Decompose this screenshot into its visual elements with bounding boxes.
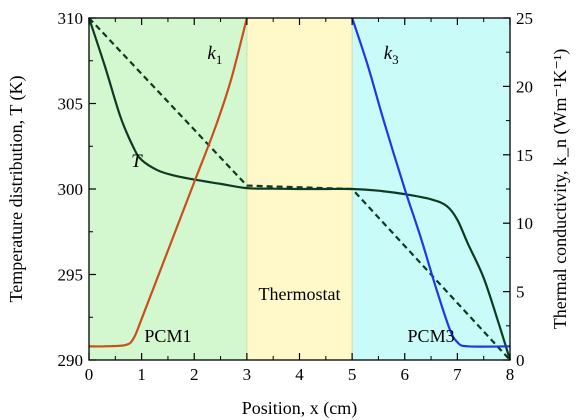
y-right-tick-label: 25 bbox=[516, 9, 533, 28]
x-tick-label: 4 bbox=[295, 365, 304, 384]
text-labels: 0 1 2 3 4 5 6 7 8 290 295 300 305 310 0 5 10 15 20 25 PCM1 Th… bbox=[6, 9, 571, 419]
y-left-tick-label: 300 bbox=[58, 180, 84, 199]
region-label-thermostat: Thermostat bbox=[259, 284, 341, 304]
y-left-tick-label: 310 bbox=[58, 9, 84, 28]
y-left-tick-label: 305 bbox=[58, 95, 84, 114]
y-right-tick-label: 20 bbox=[516, 77, 533, 96]
y-right-tick-label: 5 bbox=[516, 283, 525, 302]
region-pcm1 bbox=[89, 18, 247, 360]
tick-marks bbox=[88, 17, 511, 361]
series-k1 bbox=[88, 17, 248, 348]
y-left-tick-label: 295 bbox=[58, 266, 84, 285]
y-right-axis-label: Thermal conductivity, k_n (Wm⁻¹K⁻¹) bbox=[550, 49, 571, 330]
x-tick-label: 6 bbox=[401, 365, 410, 384]
y-left-axis-label: Temperature distribution, T (K) bbox=[6, 75, 27, 302]
y-right-tick-label: 15 bbox=[516, 146, 533, 165]
x-tick-label: 0 bbox=[85, 365, 94, 384]
x-tick-label: 3 bbox=[243, 365, 252, 384]
curve-label-t: T bbox=[131, 151, 143, 172]
x-tick-label: 8 bbox=[506, 365, 515, 384]
series-t bbox=[87, 17, 512, 361]
x-tick-label: 5 bbox=[348, 365, 357, 384]
x-axis-label: Position, x (cm) bbox=[242, 398, 358, 419]
x-tick-label: 2 bbox=[190, 365, 199, 384]
y-left-tick-label: 290 bbox=[58, 351, 84, 370]
series-lines bbox=[87, 17, 512, 361]
region-label-pcm1: PCM1 bbox=[144, 326, 191, 346]
x-tick-label: 7 bbox=[453, 365, 462, 384]
region-label-pcm3: PCM3 bbox=[408, 326, 455, 346]
y-right-tick-label: 10 bbox=[516, 214, 533, 233]
region-pcm3 bbox=[352, 18, 510, 360]
series-k3 bbox=[351, 17, 511, 348]
x-tick-label: 1 bbox=[137, 365, 146, 384]
y-right-tick-label: 0 bbox=[516, 351, 525, 370]
